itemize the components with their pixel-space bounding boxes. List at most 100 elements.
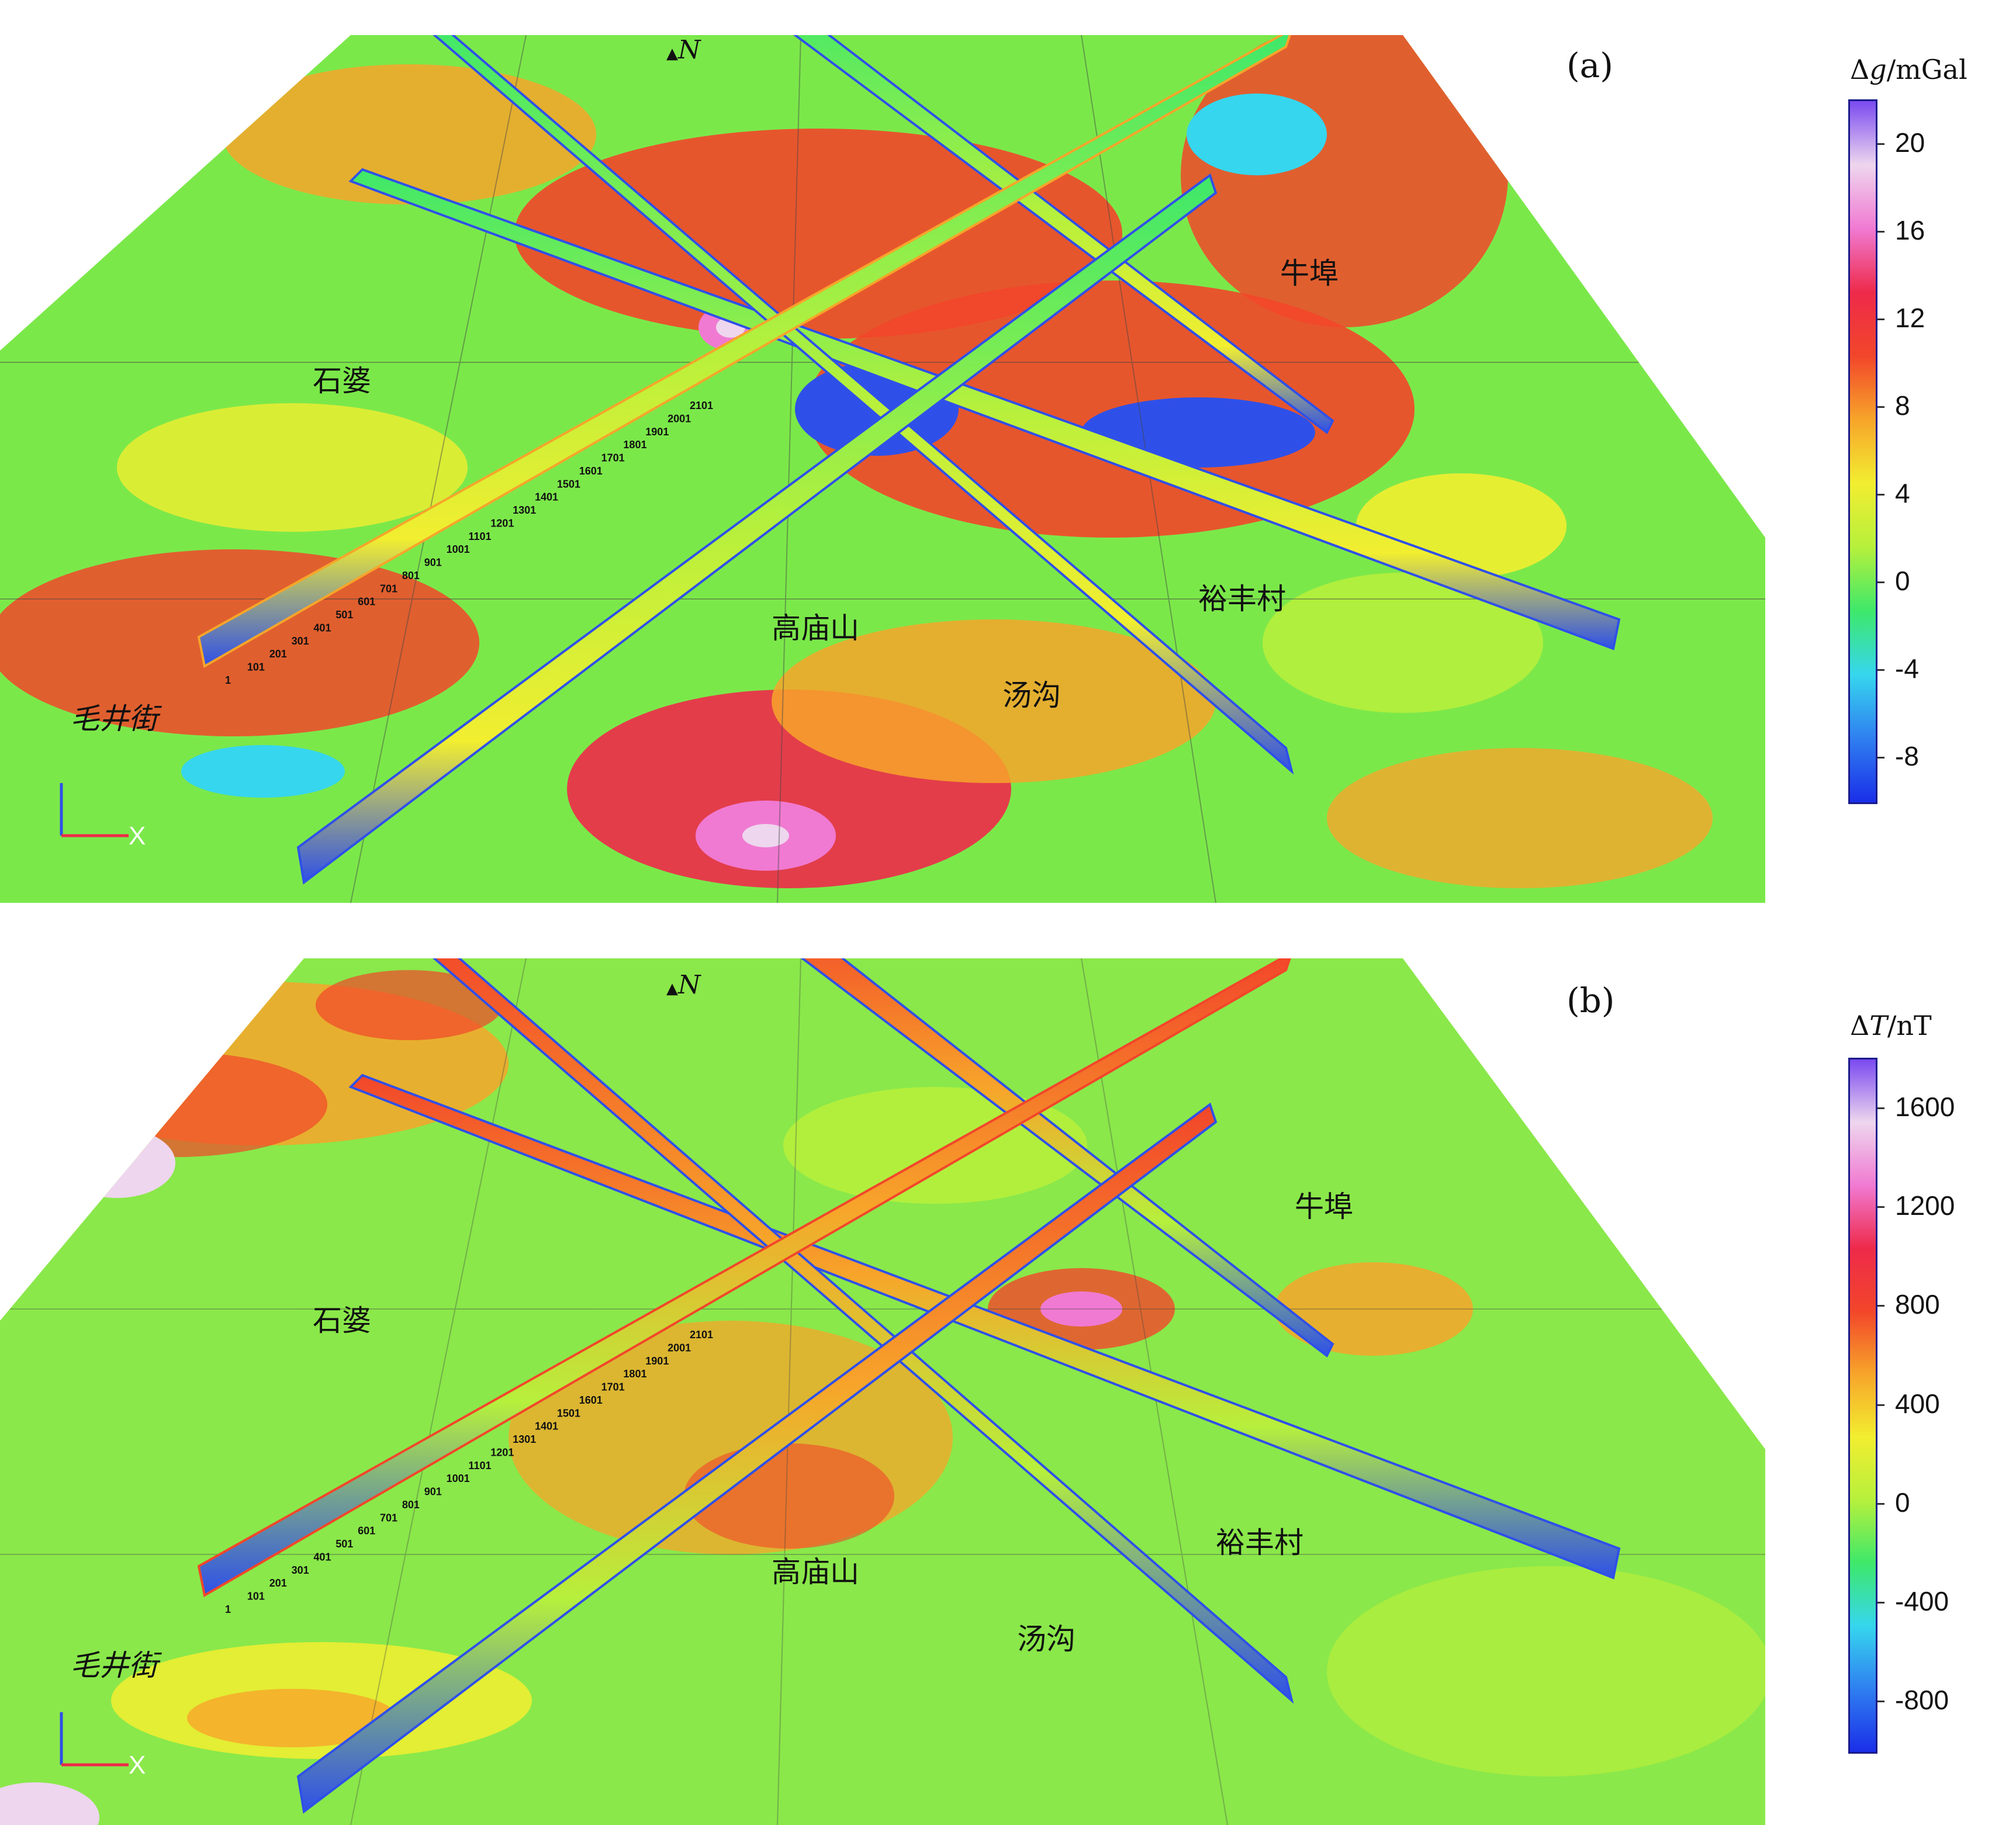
station-label: 1201 (490, 517, 514, 529)
place-label-niubu: 牛埠 (1295, 1190, 1353, 1224)
colorbar-tick-mark (1877, 494, 1884, 496)
station-label: 701 (380, 583, 397, 594)
colorbar-tick-mark (1877, 318, 1884, 320)
place-label-shipo: 石婆 (313, 1304, 371, 1338)
colorbar-tick-mark (1877, 1206, 1884, 1208)
station-label: 1901 (645, 1355, 669, 1367)
colorbar-tick-label: -8 (1895, 741, 1919, 771)
station-label: 701 (380, 1512, 397, 1523)
panel-a: 1 101 201 301 401 501 601 701 801 901 1001 1101 1201… (0, 0, 2016, 912)
station-label: 801 (402, 1499, 420, 1511)
colorbar-tick-label: 1600 (1895, 1091, 1955, 1122)
colorbar-tick-mark (1877, 669, 1884, 671)
colorbar-tick-label: 0 (1895, 566, 1910, 596)
station-label: 1301 (513, 504, 536, 516)
colorbar-tick-mark (1877, 581, 1884, 583)
station-label: 1 (225, 674, 231, 686)
station-labels: 1101201301401501601701801901100111011201… (225, 400, 713, 686)
colorbar-tick-mark (1877, 1502, 1884, 1505)
colorbar-title: Δg/mGal (1850, 54, 1967, 85)
station-label: 501 (336, 1538, 353, 1550)
station-label: 1101 (468, 531, 491, 542)
station-label: 201 (269, 648, 287, 660)
colorbar-tick-mark (1877, 1305, 1884, 1307)
station-labels: 1101201301401501601701801901100111011201… (225, 1329, 713, 1615)
north-arrow-icon: ▲ (666, 45, 678, 63)
colorbar-tick-label: 16 (1895, 215, 1925, 245)
station-label: 1701 (601, 452, 625, 464)
colorbar-tick-mark (1877, 406, 1884, 408)
station-label: 1501 (557, 478, 580, 490)
place-label-maojingjie: 毛井街 (70, 702, 158, 736)
station-label: 201 (269, 1577, 287, 1589)
profile-sections (197, 958, 1621, 1814)
station-label: 1101 (468, 1460, 491, 1471)
place-label-shipo: 石婆 (313, 364, 371, 398)
colorbar-tick-label: 20 (1895, 127, 1925, 158)
colorbar (1848, 1058, 1877, 1754)
gravity-map-3d: 1101201301401501601701801901100111011201… (0, 35, 1765, 903)
station-label: 2101 (690, 1329, 713, 1341)
station-label: 401 (313, 622, 331, 633)
station-label: 301 (292, 1564, 309, 1576)
panel-b: 1 101 201 301 401 501 601 701 801 901 1001 1101 1201… (0, 912, 2016, 1825)
colorbar-tick-label: 800 (1895, 1289, 1940, 1320)
place-label-tanggou: 汤沟 (1002, 678, 1061, 712)
colorbar-tick-label: 0 (1895, 1487, 1910, 1518)
profile-sections (197, 35, 1621, 885)
colorbar-tick-label: -4 (1895, 653, 1919, 684)
place-label-gaomiaoshan: 高庙山 (772, 1555, 859, 1589)
station-label: 1301 (513, 1433, 536, 1445)
station-label: 1001 (447, 1473, 470, 1484)
axis-triad-icon: X (60, 1712, 146, 1779)
station-label: 1801 (623, 1368, 646, 1380)
station-label: 2001 (668, 1342, 691, 1353)
place-label-yufengcun: 裕丰村 (1216, 1526, 1303, 1560)
station-label: 301 (292, 635, 309, 647)
colorbar-tick-mark (1877, 1107, 1884, 1109)
place-label-niubu: 牛埠 (1280, 257, 1339, 290)
station-label: 601 (358, 1525, 375, 1537)
station-label: 1201 (490, 1446, 514, 1458)
colorbar-tick-label: 8 (1895, 390, 1910, 421)
station-label: 901 (424, 1486, 442, 1498)
station-label: 601 (358, 596, 375, 608)
panel-label: (b) (1567, 981, 1615, 1020)
colorbar-title: ΔT/nT (1850, 1010, 1932, 1041)
north-arrow-icon: ▲ (666, 980, 678, 998)
station-label: 901 (424, 557, 442, 569)
station-label: 1501 (557, 1407, 580, 1419)
colorbar-tick-mark (1877, 1602, 1884, 1604)
north-arrow: ▲N (666, 970, 701, 1000)
station-label: 401 (313, 1551, 331, 1563)
station-label: 1801 (623, 439, 646, 451)
colorbar-tick-mark (1877, 231, 1884, 233)
station-label: 801 (402, 570, 420, 581)
colorbar-tick-mark (1877, 1404, 1884, 1406)
place-label-maojingjie: 毛井街 (70, 1649, 158, 1682)
colorbar-tick-mark (1877, 143, 1884, 145)
svg-text:X: X (129, 1751, 146, 1779)
colorbar (1848, 99, 1877, 804)
axis-triad-icon: X (60, 783, 146, 850)
place-label-tanggou: 汤沟 (1017, 1622, 1076, 1656)
svg-text:X: X (129, 822, 146, 850)
panel-label: (a) (1567, 46, 1613, 85)
station-label: 501 (336, 609, 353, 621)
station-label: 1001 (447, 543, 470, 555)
colorbar-tick-label: 12 (1895, 303, 1925, 333)
station-label: 101 (247, 1591, 265, 1602)
station-label: 1901 (645, 426, 669, 438)
anomaly-field (0, 35, 1713, 888)
station-label: 2101 (690, 400, 713, 411)
colorbar-tick-label: 4 (1895, 478, 1910, 508)
north-arrow: ▲N (666, 35, 701, 65)
place-label-yufengcun: 裕丰村 (1198, 582, 1286, 616)
colorbar-tick-label: -800 (1895, 1685, 1949, 1716)
station-label: 1601 (579, 465, 603, 477)
colorbar-tick-label: 1200 (1895, 1190, 1955, 1221)
station-label: 1601 (579, 1394, 603, 1406)
colorbar-tick-mark (1877, 757, 1884, 759)
place-label-gaomiaoshan: 高庙山 (772, 611, 859, 645)
station-label: 101 (247, 662, 265, 673)
